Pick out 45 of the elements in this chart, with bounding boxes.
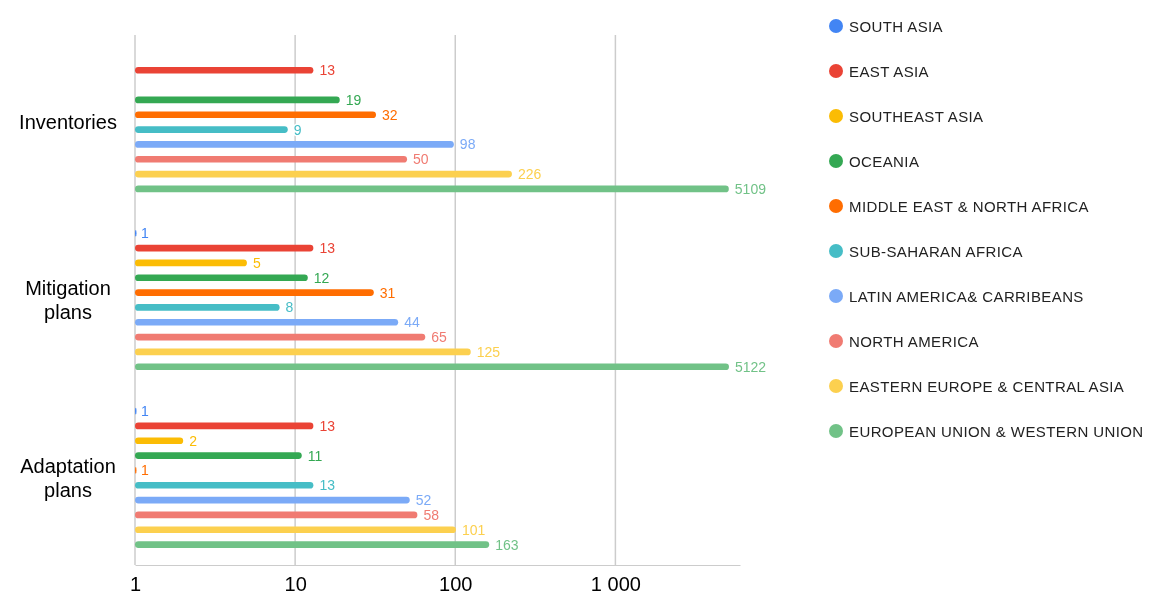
legend-label: SOUTH ASIA: [849, 18, 944, 35]
y-tick-label: Mitigation plans: [25, 277, 111, 323]
data-label: 13: [319, 62, 336, 79]
x-tick-label: 1: [129, 573, 142, 596]
data-label: 5109: [734, 180, 767, 197]
data-label: 44: [404, 314, 420, 331]
data-label: 1: [141, 403, 149, 420]
data-label: 13: [319, 477, 336, 494]
legend-label: NORTH AMERICA: [849, 333, 979, 350]
legend-label: EAST ASIA: [849, 63, 930, 80]
data-label: 125: [476, 343, 501, 360]
y-tick-label: Inventories: [19, 111, 117, 134]
data-label: 5: [252, 254, 261, 271]
legend-label: EUROPEAN UNION & WESTERN UNION: [849, 423, 1144, 440]
data-label: 2: [189, 432, 198, 449]
data-label: 52: [415, 492, 432, 509]
data-label: 12: [313, 269, 330, 286]
data-label: 32: [382, 106, 398, 123]
data-label: 8: [285, 299, 294, 316]
data-label: 163: [495, 536, 519, 553]
data-label: 65: [431, 329, 448, 346]
data-label: 9: [293, 121, 302, 138]
legend-label: MIDDLE EAST & NORTH AFRICA: [849, 198, 1089, 215]
legend-label: EASTERN EUROPE & CENTRAL ASIA: [849, 378, 1125, 395]
data-label: 50: [413, 151, 429, 168]
data-label: 98: [459, 136, 476, 153]
data-label: 101: [461, 521, 486, 538]
legend-label: LATIN AMERICA& CARRIBEANS: [849, 288, 1084, 305]
x-tick-label: 1 000: [590, 573, 641, 596]
data-label: 11: [307, 447, 323, 464]
data-label: 13: [319, 240, 336, 257]
y-tick-label: Adaptation plans: [20, 454, 116, 501]
x-tick-label: 10: [284, 573, 307, 596]
data-label: 19: [345, 91, 362, 108]
legend-label: OCEANIA: [849, 153, 920, 170]
legend-label: SUB-SAHARAN AFRICA: [849, 243, 1023, 260]
data-label: 1: [141, 225, 149, 242]
data-label: 13: [319, 417, 336, 434]
data-label: 226: [517, 166, 542, 183]
legend-label: SOUTHEAST ASIA: [849, 108, 984, 125]
data-label: 1: [141, 462, 149, 479]
data-label: 31: [379, 284, 396, 301]
x-tick-label: 100: [439, 573, 473, 596]
data-label: 5122: [735, 358, 767, 375]
data-label: 58: [423, 506, 440, 523]
